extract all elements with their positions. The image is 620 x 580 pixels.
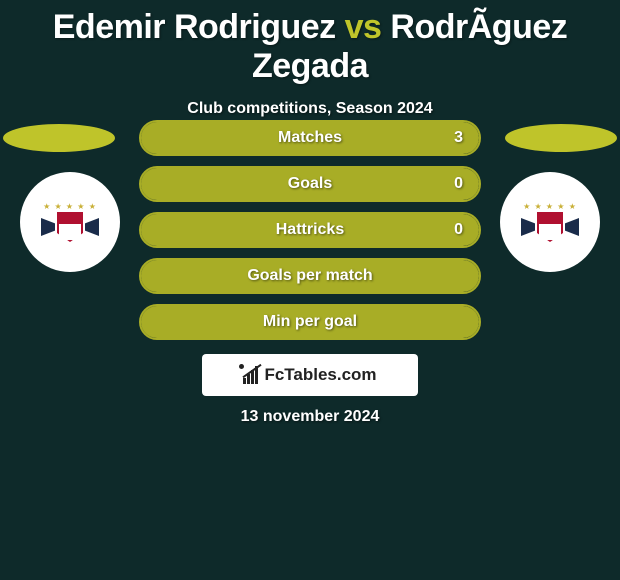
- stat-row: Min per goal: [139, 304, 481, 340]
- player2-ellipse: [505, 124, 617, 152]
- stat-row: Matches 3: [139, 120, 481, 156]
- stat-label: Matches: [141, 129, 479, 147]
- stat-label: Goals: [141, 175, 479, 193]
- club-crest-icon: ★ ★ ★ ★ ★: [515, 187, 585, 257]
- subtitle: Club competitions, Season 2024: [0, 100, 620, 118]
- player2-club-badge: ★ ★ ★ ★ ★: [500, 172, 600, 272]
- branding-text: FcTables.com: [264, 365, 376, 385]
- stat-label: Goals per match: [141, 267, 479, 285]
- stat-row: Hattricks 0: [139, 212, 481, 248]
- bar-chart-icon: [243, 366, 258, 384]
- stat-value-right: 3: [454, 129, 463, 147]
- stat-label: Hattricks: [141, 221, 479, 239]
- player1-name: Edemir Rodriguez: [53, 8, 336, 46]
- page-title: Edemir Rodriguez vs RodrÃ­guez Zegada: [0, 0, 620, 86]
- stat-label: Min per goal: [141, 313, 479, 331]
- stat-row: Goals per match: [139, 258, 481, 294]
- stat-row: Goals 0: [139, 166, 481, 202]
- player1-club-badge: ★ ★ ★ ★ ★: [20, 172, 120, 272]
- vs-label: vs: [345, 8, 382, 46]
- stat-value-right: 0: [454, 221, 463, 239]
- date-label: 13 november 2024: [0, 408, 620, 426]
- club-crest-icon: ★ ★ ★ ★ ★: [35, 187, 105, 257]
- stats-container: Matches 3 Goals 0 Hattricks 0 Goals per …: [139, 120, 481, 350]
- stat-value-right: 0: [454, 175, 463, 193]
- branding-badge: FcTables.com: [202, 354, 418, 396]
- player1-ellipse: [3, 124, 115, 152]
